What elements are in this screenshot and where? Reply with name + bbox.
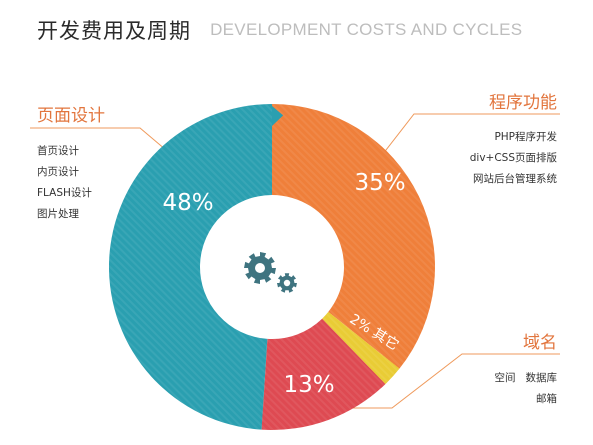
slice-other-texture [322, 311, 400, 385]
list-item: FLASH设计 [37, 187, 92, 199]
list-item: 数据库 [525, 372, 558, 384]
callout-line-domain [340, 353, 560, 409]
program-items: PHP程序开发 div+CSS页面排版 网站后台管理系统 [470, 127, 557, 190]
list-item: 网站后台管理系统 [473, 173, 557, 185]
domain-items: 空间 数据库 邮箱 [494, 368, 557, 410]
slice-page-design-arrow [272, 106, 284, 126]
slice-program-texture [272, 104, 436, 369]
category-title-domain: 域名 [523, 333, 557, 353]
domain-items-row1: 空间 数据库 [494, 368, 557, 389]
slice-domain-texture [261, 318, 386, 430]
donut-slices [109, 104, 436, 430]
list-item: 内页设计 [37, 166, 79, 178]
list-item: 邮箱 [536, 393, 557, 405]
list-item: div+CSS页面排版 [469, 152, 557, 164]
category-title-program: 程序功能 [489, 93, 557, 113]
slice-page-design-texture [109, 104, 273, 430]
page-subtitle: DEVELOPMENT COSTS AND CYCLES [210, 20, 523, 39]
list-item: 首页设计 [37, 145, 79, 157]
category-title-page-design: 页面设计 [37, 106, 105, 126]
large-gear-icon [244, 252, 276, 284]
small-gear-icon [277, 273, 297, 293]
list-item: 图片处理 [37, 208, 79, 220]
slice-label: 48% [162, 190, 213, 216]
list-item: PHP程序开发 [494, 131, 557, 143]
slice-label: 13% [283, 372, 334, 398]
header: 开发费用及周期 DEVELOPMENT COSTS AND CYCLES [37, 15, 522, 45]
gears-icon [244, 252, 297, 293]
list-item: 空间 [494, 372, 516, 384]
page-title: 开发费用及周期 [37, 19, 191, 43]
slice-label: 35% [354, 170, 405, 196]
callout-line-program [371, 113, 560, 169]
page-design-items: 首页设计 内页设计 FLASH设计 图片处理 [37, 141, 92, 225]
